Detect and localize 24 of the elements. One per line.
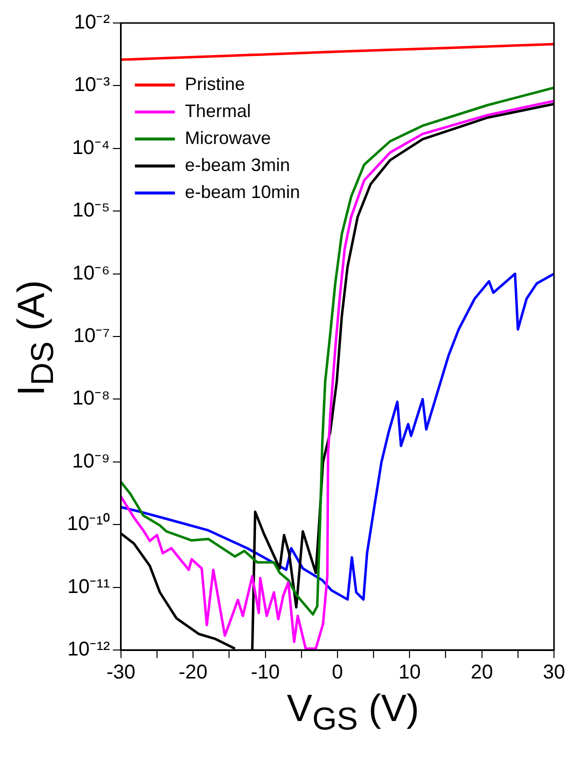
legend-label: e-beam 3min bbox=[184, 154, 290, 175]
x-tick-label: -20 bbox=[178, 662, 208, 684]
y-tick-label: 10⁻⁹ bbox=[72, 450, 110, 472]
y-tick-label: 10⁻¹² bbox=[67, 638, 110, 661]
legend-label: Microwave bbox=[184, 128, 271, 148]
legend-label: Pristine bbox=[184, 74, 245, 94]
x-axis-title: V$_{GS}$ (V) bbox=[286, 688, 420, 738]
x-tick-label: 30 bbox=[542, 662, 566, 684]
x-tick-label: -10 bbox=[250, 662, 280, 684]
y-tick-label: 10⁻¹¹ bbox=[67, 576, 110, 598]
y-tick-label: 10⁻⁸ bbox=[72, 388, 110, 410]
legend-label: Thermal bbox=[184, 100, 251, 121]
x-tick-label: 0 bbox=[332, 662, 344, 684]
y-tick-label: 10⁻² bbox=[74, 12, 110, 34]
y-tick-label: 10⁻⁴ bbox=[72, 136, 110, 159]
y-tick-label: 10⁻³ bbox=[74, 74, 110, 96]
x-tick-label: 20 bbox=[470, 662, 493, 684]
y-tick-label: 10⁻⁵ bbox=[72, 200, 110, 222]
x-tick-label: -30 bbox=[106, 662, 136, 684]
x-tick-label: 10 bbox=[398, 662, 421, 684]
y-tick-label: 10⁻⁷ bbox=[73, 325, 110, 348]
y-tick-label: 10⁻⁶ bbox=[72, 262, 110, 284]
legend-label: e-beam 10min bbox=[184, 182, 300, 202]
y-tick-label: 10⁻¹⁰ bbox=[67, 512, 110, 536]
